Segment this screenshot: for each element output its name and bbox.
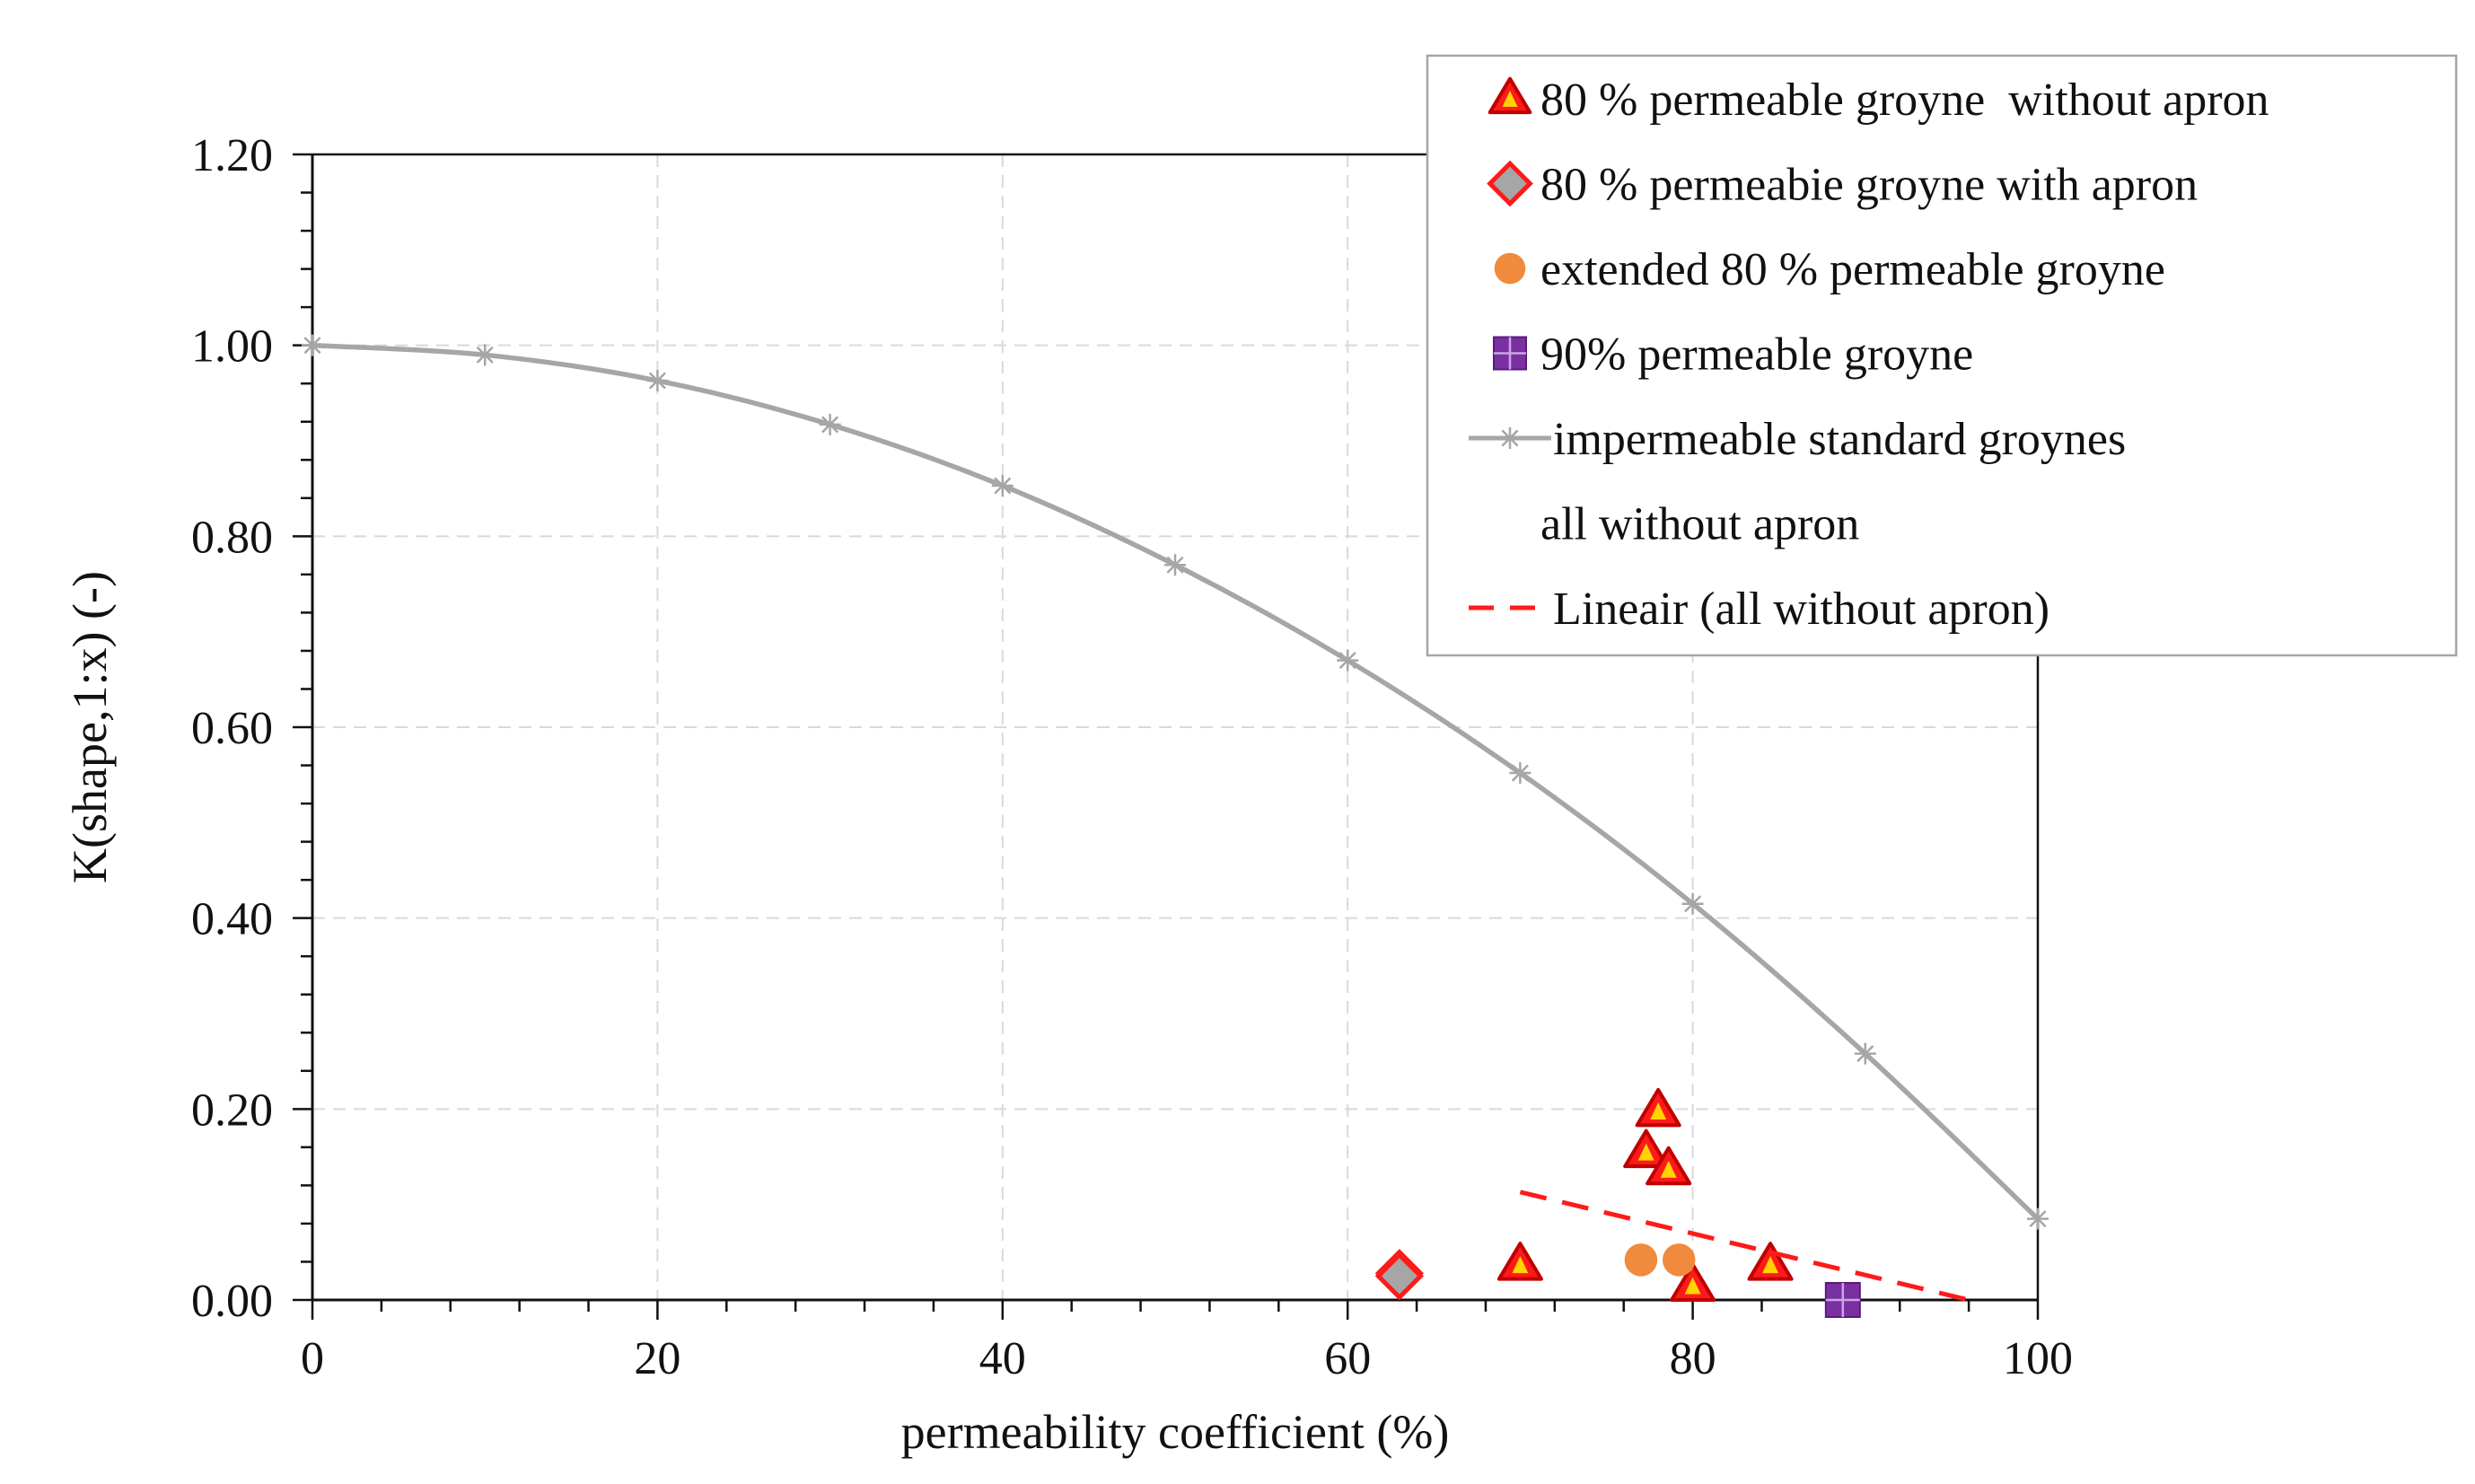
data-point-triangle-inner: [1650, 1102, 1667, 1120]
x-tick-label: 100: [2003, 1333, 2073, 1384]
y-tick-label: 0.40: [191, 894, 273, 945]
star-stroke: [994, 477, 1012, 495]
y-axis-title: K(shape,1:x) (-): [63, 571, 117, 883]
data-point-triangle-inner: [1660, 1160, 1677, 1178]
axis-ticks: [293, 153, 2040, 1320]
data-point-triangle-inner: [1762, 1256, 1779, 1274]
trendline-lineair: [1519, 1190, 1970, 1303]
data-point-impermeable: [1854, 1042, 1876, 1065]
legend-label: impermeable standard groynes: [1553, 414, 2126, 465]
legend-entry: all without apron: [1540, 499, 1859, 550]
legend-label: all without apron: [1540, 499, 1859, 550]
star-stroke: [303, 337, 321, 355]
legend-label: 80 % permeabie groyne with apron: [1540, 160, 2198, 211]
series-4: [302, 334, 2049, 1230]
data-point-circle: [1662, 1243, 1696, 1277]
y-tick-label: 1.20: [191, 130, 273, 181]
y-tick-label: 0.20: [191, 1084, 273, 1136]
x-tick-label: 60: [1324, 1333, 1371, 1384]
data-point-impermeable: [1337, 649, 1359, 672]
star-stroke: [1511, 764, 1529, 782]
star-stroke: [1856, 1045, 1874, 1063]
legend-label: 90% permeable groyne: [1540, 329, 1973, 381]
series-6: [1519, 1190, 1970, 1303]
legend-marker-star: [1499, 427, 1521, 449]
y-tick-label: 1.00: [191, 321, 273, 373]
star-stroke: [1684, 895, 1702, 913]
legend-entry: Lineair (all without apron): [1469, 584, 2049, 635]
x-tick-label: 0: [301, 1333, 324, 1384]
x-tick-label: 20: [634, 1333, 680, 1384]
data-point-triangle-inner: [1637, 1143, 1654, 1161]
y-tick-label: 0.80: [191, 512, 273, 563]
data-point-triangle-inner: [1512, 1256, 1529, 1274]
legend-entry: 80 % permeable groyne without apron: [1488, 75, 2269, 126]
data-point-impermeable: [1681, 892, 1704, 915]
x-tick-label: 40: [979, 1333, 1026, 1384]
series-2: [1624, 1243, 1696, 1277]
star-stroke: [1166, 556, 1184, 574]
data-point-impermeable: [2027, 1207, 2049, 1230]
y-tick-label: 0.60: [191, 703, 273, 754]
legend-marker-diamond: [1487, 160, 1533, 207]
series-1: [1374, 1249, 1424, 1301]
data-point-impermeable: [646, 370, 669, 392]
legend-entry: 90% permeable groyne: [1493, 329, 1973, 381]
legend-marker-circle: [1494, 252, 1526, 285]
data-point-impermeable: [1509, 762, 1532, 785]
legend-entry: impermeable standard groynes: [1469, 414, 2126, 465]
data-point-impermeable: [1164, 554, 1186, 576]
star-stroke: [821, 416, 839, 434]
star-stroke: [476, 346, 494, 364]
data-point-impermeable: [302, 334, 323, 356]
data-point-circle: [1624, 1243, 1658, 1277]
legend-label: 80 % permeable groyne without apron: [1540, 75, 2269, 126]
legend-label: extended 80 % permeable groyne: [1540, 244, 2165, 295]
data-point-impermeable: [819, 413, 841, 435]
legend: 80 % permeable groyne without apron 80 % …: [1426, 54, 2458, 657]
star-stroke: [1501, 429, 1519, 447]
series-0: [1496, 1087, 1794, 1303]
star-stroke: [2029, 1210, 2047, 1228]
legend-label: Lineair (all without apron): [1553, 584, 2049, 635]
star-stroke: [1338, 652, 1356, 670]
series-line-impermeable: [312, 342, 2040, 1221]
legend-entry: 80 % permeabie groyne with apron: [1487, 160, 2198, 211]
data-point-impermeable: [991, 474, 1014, 496]
legend-entry: extended 80 % permeable groyne: [1494, 244, 2165, 295]
data-point-triangle-inner: [1684, 1277, 1701, 1295]
star-stroke: [648, 372, 666, 390]
x-axis-title: permeability coefficient (%): [901, 1405, 1450, 1459]
series-3: [1824, 1282, 1861, 1318]
legend-marker-triangle-inner: [1502, 91, 1518, 107]
y-tick-label: 0.00: [191, 1276, 273, 1327]
legend-box: [1426, 54, 2458, 657]
data-point-diamond: [1374, 1251, 1424, 1301]
data-point-impermeable: [474, 344, 496, 366]
x-tick-label: 80: [1670, 1333, 1716, 1384]
